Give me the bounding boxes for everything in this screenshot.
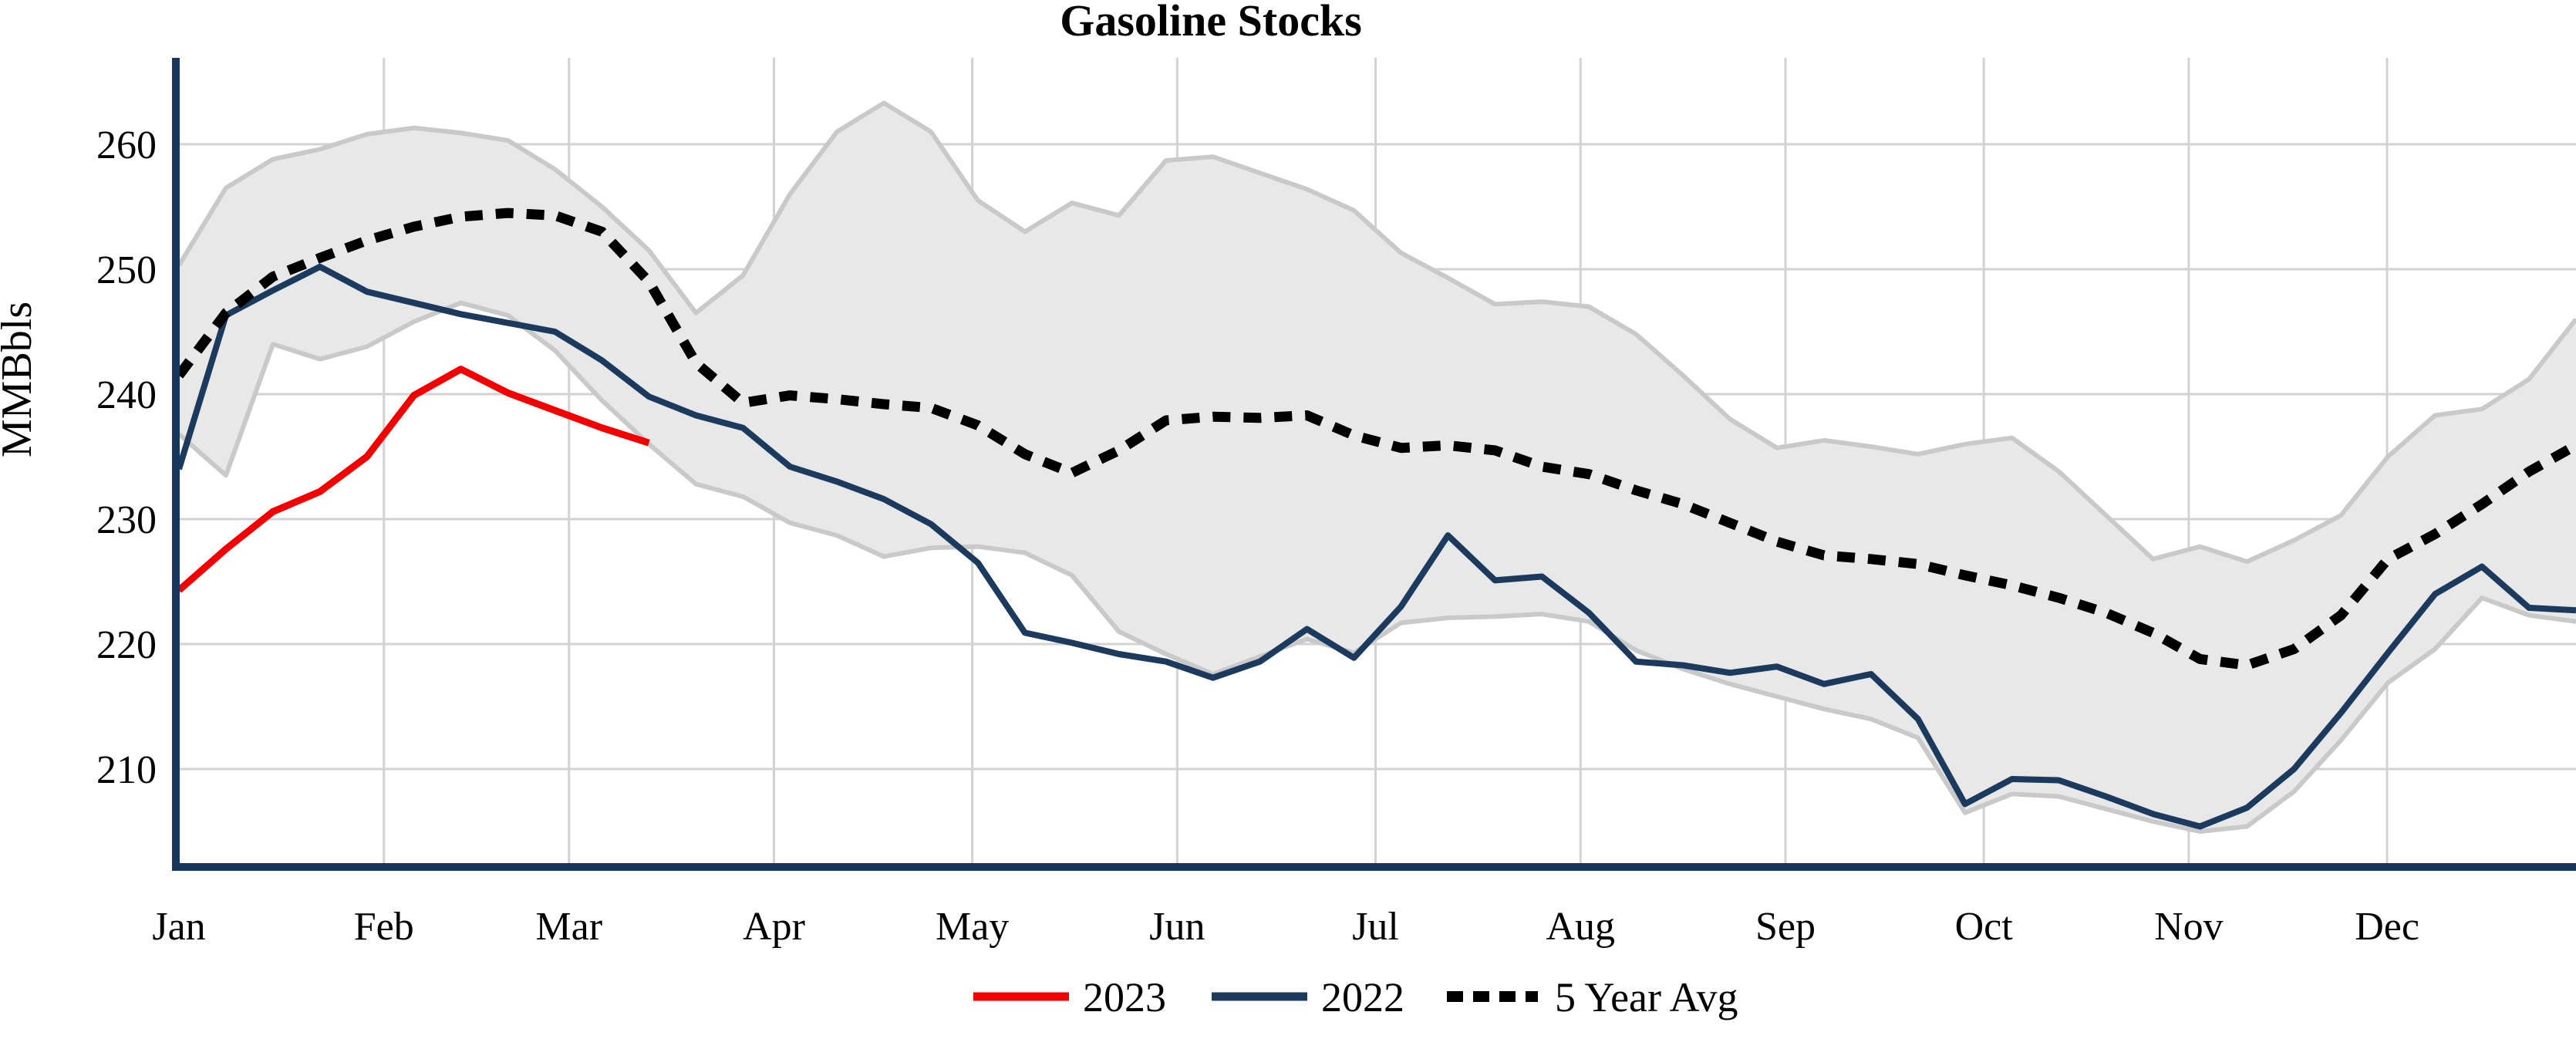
y-tick-label: 260 — [96, 123, 157, 167]
y-tick-label: 240 — [96, 373, 157, 417]
chart-title: Gasoline Stocks — [1060, 0, 1362, 46]
data-series — [174, 207, 2576, 830]
legend-label-5-year-avg: 5 Year Avg — [1555, 974, 1738, 1020]
legend-label-2023: 2023 — [1083, 974, 1166, 1020]
x-tick-label-jun: Jun — [1149, 905, 1205, 949]
y-tick-labels: 210 220 230 240 250 260 — [96, 123, 157, 792]
five-year-range-band — [177, 100, 2576, 834]
axes — [172, 58, 2576, 871]
legend-label-2022: 2022 — [1321, 974, 1404, 1020]
x-tick-label-feb: Feb — [354, 905, 414, 949]
y-tick-label: 220 — [96, 623, 157, 667]
series-line-2022 — [176, 263, 2576, 830]
x-tick-label-mar: Mar — [535, 905, 602, 949]
x-tick-label-oct: Oct — [1955, 905, 2014, 949]
legend-item-2022: 2022 — [1212, 974, 1404, 1020]
y-tick-label: 250 — [96, 248, 157, 292]
x-tick-label-jan: Jan — [152, 905, 205, 949]
x-tick-labels: Jan Feb Mar Apr May Jun Jul Aug Sep Oct Nov Dec — [152, 905, 2419, 949]
series-line-2023 — [177, 366, 650, 593]
x-tick-label-jul: Jul — [1352, 905, 1399, 949]
legend-item-5-year-avg: 5 Year Avg — [1447, 974, 1738, 1020]
five-year-range-fill — [179, 103, 2576, 831]
legend-item-2023: 2023 — [973, 974, 1166, 1020]
y-axis-label: MMBbls — [0, 302, 41, 457]
x-tick-label-dec: Dec — [2355, 905, 2419, 949]
y-tick-label: 230 — [96, 498, 157, 542]
x-tick-label-may: May — [936, 905, 1009, 949]
x-tick-label-aug: Aug — [1546, 905, 1615, 949]
series-line-5-year-avg — [174, 207, 2576, 670]
x-tick-label-apr: Apr — [743, 905, 805, 949]
five-year-max-line — [177, 100, 2576, 565]
x-tick-label-nov: Nov — [2154, 905, 2224, 949]
x-tick-label-sep: Sep — [1755, 905, 1816, 949]
legend: 2023 2022 5 Year Avg — [973, 974, 1738, 1020]
y-tick-label: 210 — [96, 748, 157, 792]
five-year-min-line — [177, 300, 2576, 834]
